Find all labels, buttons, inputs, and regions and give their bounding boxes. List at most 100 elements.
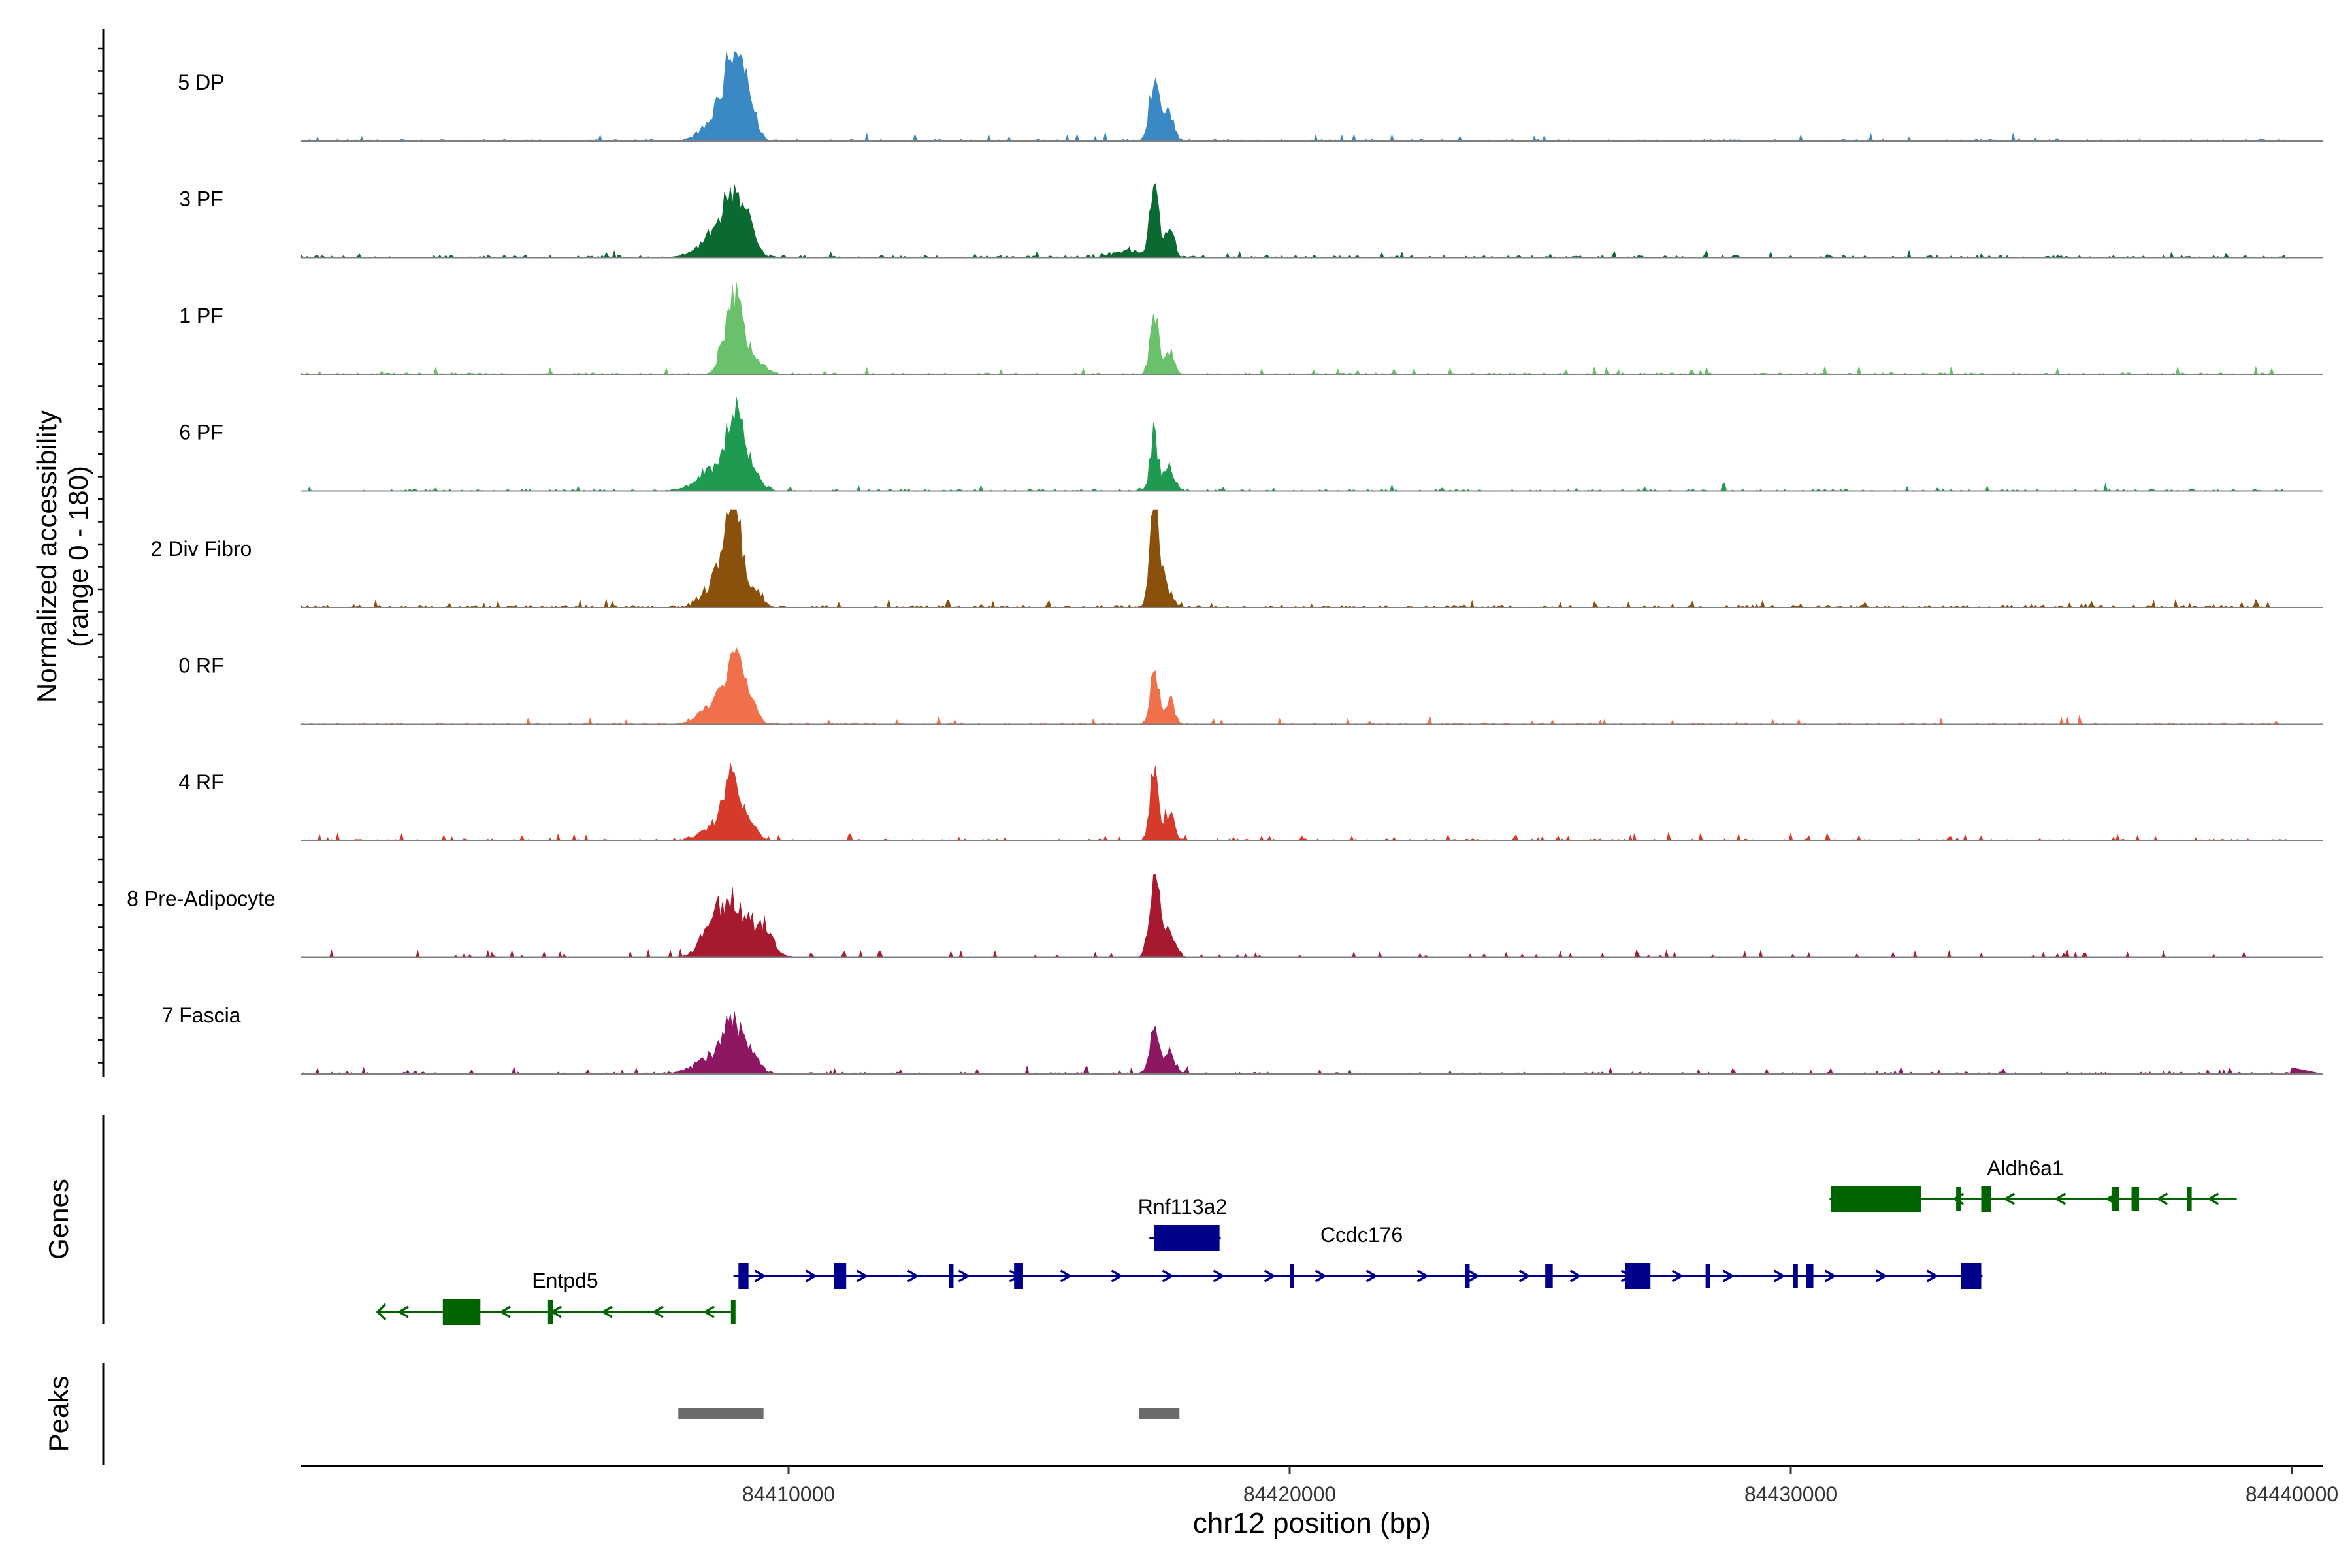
strand-arrow	[1569, 1269, 1582, 1282]
gene-label: Ccdc176	[1320, 1223, 1403, 1247]
coverage-track: 7 Fascia	[162, 1004, 2324, 1075]
y-axis-subtitle: (range 0 - 180)	[63, 466, 93, 647]
x-tick-label: 84430000	[1744, 1482, 1837, 1506]
strand-arrow	[651, 1305, 664, 1318]
strand-arrow	[907, 1269, 920, 1282]
gene-exon	[1625, 1263, 1651, 1289]
strand-arrow	[1416, 1269, 1429, 1282]
gene-model: Ccdc176	[733, 1223, 1983, 1289]
strand-arrow	[1365, 1269, 1379, 1282]
coverage-area	[300, 647, 2323, 725]
x-tick-label: 84440000	[2246, 1482, 2338, 1506]
peak-region	[678, 1408, 764, 1419]
gene-exon	[1793, 1264, 1798, 1288]
strand-arrow	[2053, 1192, 2066, 1205]
gene-exon	[2131, 1187, 2140, 1211]
strand-arrow	[1875, 1269, 1888, 1282]
x-axis: 84410000 84420000 84430000 84440000 chr12 p…	[301, 1465, 2338, 1539]
coverage-area	[300, 509, 2323, 608]
peaks-panel-label: Peaks	[43, 1376, 74, 1452]
strand-arrow	[2206, 1192, 2219, 1205]
coverage-area	[301, 874, 2323, 958]
strand-arrow	[2002, 1192, 2016, 1205]
x-tick-label: 84420000	[1243, 1482, 1336, 1506]
strand-arrow	[1264, 1269, 1277, 1282]
gene-exon	[1154, 1225, 1220, 1251]
gene-label: Aldh6a1	[1987, 1156, 2063, 1180]
strand-arrow	[397, 1305, 409, 1318]
genes-panel: Genes Aldh6a1 Rnf113a2 Ccdc176 Entpd5	[43, 1115, 2237, 1325]
coverage-track: 8 Pre-Adipocyte	[127, 874, 2323, 958]
track-label: 8 Pre-Adipocyte	[127, 887, 276, 911]
coverage-area	[300, 183, 2323, 259]
strand-arrow	[1824, 1269, 1837, 1282]
strand-arrow	[2155, 1192, 2168, 1205]
gene-exon	[1290, 1264, 1294, 1288]
strand-arrow	[805, 1269, 818, 1282]
gene-model: Aldh6a1	[1829, 1156, 2237, 1212]
gene-label: Entpd5	[532, 1269, 598, 1292]
coverage-area	[301, 1011, 2324, 1075]
coverage-track: 0 RF	[178, 647, 2323, 725]
coverage-area	[301, 397, 2323, 492]
gene-exon	[1961, 1263, 1982, 1289]
x-tick-label: 84410000	[742, 1482, 835, 1506]
track-label: 4 RF	[178, 770, 223, 794]
x-axis-ticks: 84410000 84420000 84430000 84440000	[742, 1466, 2338, 1506]
coverage-area	[300, 282, 2323, 375]
gene-exon	[1981, 1186, 1991, 1212]
peaks-panel: Peaks	[43, 1363, 1180, 1465]
gene-exon	[1705, 1264, 1710, 1288]
peak-regions	[678, 1408, 1180, 1419]
gene-exon	[1465, 1264, 1470, 1288]
gene-models: Aldh6a1 Rnf113a2 Ccdc176 Entpd5	[376, 1156, 2237, 1325]
gene-model: Rnf113a2	[1138, 1195, 1227, 1251]
track-label: 3 PF	[179, 188, 223, 211]
track-label: 6 PF	[179, 421, 223, 444]
y-axis-title: Normalized accessibility	[31, 410, 62, 703]
accessibility-y-axis: Normalized accessibility (range 0 - 180)	[31, 29, 105, 1077]
gene-exon	[1806, 1264, 1814, 1288]
strand-arrow	[1773, 1269, 1786, 1282]
strand-arrow	[856, 1269, 869, 1282]
gene-exon	[442, 1299, 481, 1325]
strand-arrow	[1060, 1269, 1073, 1282]
coverage-area	[301, 762, 2324, 842]
strand-arrow	[1315, 1269, 1328, 1282]
strand-arrow	[1671, 1269, 1684, 1282]
gene-exon	[1014, 1263, 1023, 1289]
strand-arrow	[1467, 1269, 1480, 1282]
gene-exon	[949, 1264, 954, 1288]
coverage-track: 5 DP	[178, 51, 2323, 142]
strand-arrow	[600, 1305, 613, 1318]
coverage-track: 1 PF	[179, 282, 2323, 375]
strand-arrow	[1926, 1269, 1939, 1282]
coverage-track: 6 PF	[179, 397, 2323, 492]
gene-exon	[1545, 1264, 1553, 1288]
strand-arrow	[498, 1305, 511, 1318]
peak-region	[1139, 1408, 1180, 1419]
track-label: 5 DP	[178, 71, 224, 94]
track-label: 0 RF	[178, 654, 223, 678]
gene-exon	[738, 1263, 749, 1289]
strand-arrow	[376, 1303, 387, 1321]
strand-arrow	[1518, 1269, 1531, 1282]
coverage-track: 4 RF	[178, 762, 2324, 842]
accessibility-y-ticks	[98, 47, 103, 1064]
track-label: 1 PF	[179, 304, 223, 327]
gene-exon	[547, 1300, 553, 1324]
strand-arrow	[702, 1305, 715, 1318]
x-axis-title: chr12 position (bp)	[1193, 1507, 1431, 1539]
gene-label: Rnf113a2	[1138, 1195, 1227, 1218]
genes-panel-label: Genes	[43, 1179, 74, 1260]
gene-exon	[730, 1300, 736, 1324]
coverage-track: 3 PF	[179, 183, 2323, 259]
strand-arrow	[1162, 1269, 1175, 1282]
coverage-tracks: 5 DP 3 PF 1 PF 6 PF 2 Div Fibro 0 RF 4 RF 8 Pre…	[127, 51, 2324, 1075]
coverage-track: 2 Div Fibro	[151, 509, 2323, 608]
strand-arrow	[1213, 1269, 1226, 1282]
gene-exon	[2186, 1187, 2192, 1211]
gene-exon	[2111, 1187, 2119, 1211]
gene-exon	[834, 1263, 847, 1289]
